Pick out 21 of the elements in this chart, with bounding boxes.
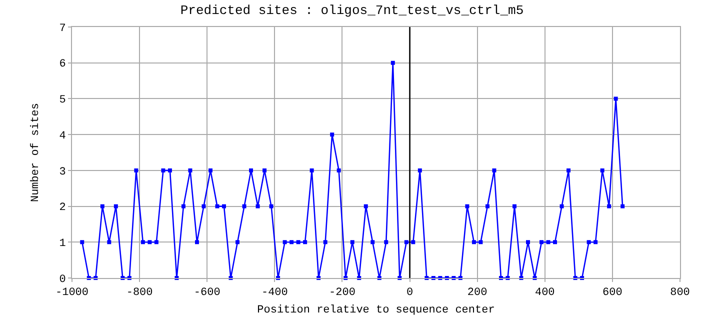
y-tick-label: 3 [59,166,66,178]
x-tick-label: 0 [406,287,414,300]
x-tick-label: 200 [467,287,488,300]
y-tick-label: 7 [59,22,66,35]
x-tick-label: 400 [534,287,555,300]
y-tick-label: 0 [59,274,66,286]
y-tick-label: 1 [59,238,66,250]
x-tick-label: -400 [261,287,288,300]
x-tick-label: 800 [670,287,690,300]
y-tick-label: 2 [59,202,66,214]
chart-title: Predicted sites : oligos_7nt_test_vs_ctrl_m5 [180,3,524,18]
x-tick-label: -600 [194,287,220,300]
x-tick-label: -800 [126,287,153,300]
x-axis-title: Position relative to sequence center [257,304,495,316]
y-tick-label: 6 [59,58,66,71]
y-tick-label: 4 [59,130,66,142]
x-tick-label: -200 [329,287,356,300]
x-tick-label: 600 [602,287,622,300]
x-tick-label: -1000 [55,287,89,300]
y-tick-label: 5 [59,94,66,107]
y-axis-title: Number of sites [30,102,42,202]
